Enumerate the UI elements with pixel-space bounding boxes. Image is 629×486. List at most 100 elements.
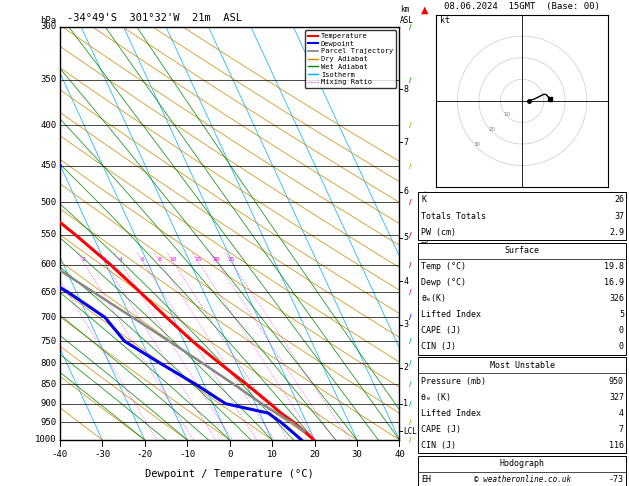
Text: /: / xyxy=(409,232,411,238)
Text: 25: 25 xyxy=(227,257,235,261)
Text: Temp (°C): Temp (°C) xyxy=(421,262,467,271)
Text: PW (cm): PW (cm) xyxy=(421,227,457,237)
Text: 850: 850 xyxy=(40,380,57,389)
Text: kt: kt xyxy=(440,16,450,25)
Text: 0: 0 xyxy=(227,450,232,459)
Text: /: / xyxy=(409,24,411,30)
Text: /: / xyxy=(409,199,411,205)
Text: /: / xyxy=(409,289,411,295)
Text: LCL: LCL xyxy=(403,427,418,436)
Text: 16.9: 16.9 xyxy=(604,278,624,287)
Text: 3: 3 xyxy=(403,320,408,329)
Text: 8: 8 xyxy=(403,85,408,94)
Text: /: / xyxy=(409,437,411,443)
Text: 1: 1 xyxy=(403,399,408,408)
Text: 2.9: 2.9 xyxy=(609,227,624,237)
Text: Pressure (mb): Pressure (mb) xyxy=(421,377,486,386)
Text: /: / xyxy=(409,381,411,387)
Text: ▲: ▲ xyxy=(421,5,429,15)
Text: /: / xyxy=(409,77,411,83)
Text: CAPE (J): CAPE (J) xyxy=(421,425,462,434)
Text: 4: 4 xyxy=(619,409,624,418)
Text: 326: 326 xyxy=(609,294,624,303)
Text: Dewp (°C): Dewp (°C) xyxy=(421,278,467,287)
Text: Totals Totals: Totals Totals xyxy=(421,211,486,221)
Text: Dewpoint / Temperature (°C): Dewpoint / Temperature (°C) xyxy=(145,469,314,479)
Text: -40: -40 xyxy=(52,450,68,459)
Text: Lifted Index: Lifted Index xyxy=(421,409,481,418)
Text: 30: 30 xyxy=(473,142,481,147)
Text: Surface: Surface xyxy=(504,246,540,255)
Text: 327: 327 xyxy=(609,393,624,402)
Text: Hodograph: Hodograph xyxy=(499,459,545,469)
Text: 0: 0 xyxy=(619,326,624,335)
Text: 6: 6 xyxy=(141,257,145,261)
Text: hPa: hPa xyxy=(40,16,57,25)
Text: 550: 550 xyxy=(40,230,57,239)
Text: 0: 0 xyxy=(619,342,624,351)
Text: km
ASL: km ASL xyxy=(400,5,414,25)
Text: 20: 20 xyxy=(213,257,220,261)
Text: 10: 10 xyxy=(503,112,511,117)
Text: -10: -10 xyxy=(179,450,195,459)
Text: /: / xyxy=(409,360,411,366)
Text: θₑ (K): θₑ (K) xyxy=(421,393,452,402)
Text: 8: 8 xyxy=(158,257,162,261)
Text: 700: 700 xyxy=(40,313,57,322)
Text: CIN (J): CIN (J) xyxy=(421,441,457,450)
Text: -20: -20 xyxy=(136,450,153,459)
Text: /: / xyxy=(409,122,411,128)
Text: 20: 20 xyxy=(309,450,320,459)
Text: -73: -73 xyxy=(609,475,624,485)
Text: 2: 2 xyxy=(81,257,85,261)
Text: 116: 116 xyxy=(609,441,624,450)
Text: K: K xyxy=(421,195,426,205)
Text: CIN (J): CIN (J) xyxy=(421,342,457,351)
Text: EH: EH xyxy=(421,475,431,485)
Text: 20: 20 xyxy=(488,127,496,132)
Text: 600: 600 xyxy=(40,260,57,269)
Text: 350: 350 xyxy=(40,75,57,84)
Text: /: / xyxy=(409,419,411,425)
Text: Mixing Ratio (g/kg): Mixing Ratio (g/kg) xyxy=(422,190,431,277)
Text: 08.06.2024  15GMT  (Base: 00): 08.06.2024 15GMT (Base: 00) xyxy=(444,2,600,12)
Text: 950: 950 xyxy=(40,418,57,427)
Text: 10: 10 xyxy=(169,257,177,261)
Text: 900: 900 xyxy=(40,399,57,408)
Text: 800: 800 xyxy=(40,359,57,368)
Text: 400: 400 xyxy=(40,121,57,130)
Text: 750: 750 xyxy=(40,337,57,346)
Text: 3: 3 xyxy=(103,257,106,261)
Text: -30: -30 xyxy=(94,450,110,459)
Text: 7: 7 xyxy=(619,425,624,434)
Text: 15: 15 xyxy=(194,257,202,261)
Text: 450: 450 xyxy=(40,161,57,171)
Text: /: / xyxy=(409,338,411,344)
Text: -34°49'S  301°32'W  21m  ASL: -34°49'S 301°32'W 21m ASL xyxy=(67,13,242,22)
Text: /: / xyxy=(409,314,411,320)
Text: 7: 7 xyxy=(403,138,408,147)
Text: 4: 4 xyxy=(403,277,408,286)
Text: 26: 26 xyxy=(614,195,624,205)
Text: 5: 5 xyxy=(403,233,408,243)
Text: © weatheronline.co.uk: © weatheronline.co.uk xyxy=(474,474,571,484)
Text: 4: 4 xyxy=(118,257,122,261)
Text: 650: 650 xyxy=(40,288,57,296)
Text: 10: 10 xyxy=(267,450,277,459)
Text: 30: 30 xyxy=(352,450,362,459)
Text: /: / xyxy=(409,400,411,407)
Text: CAPE (J): CAPE (J) xyxy=(421,326,462,335)
Legend: Temperature, Dewpoint, Parcel Trajectory, Dry Adiabat, Wet Adiabat, Isotherm, Mi: Temperature, Dewpoint, Parcel Trajectory… xyxy=(305,30,396,88)
Text: 19.8: 19.8 xyxy=(604,262,624,271)
Text: Lifted Index: Lifted Index xyxy=(421,310,481,319)
Text: 1000: 1000 xyxy=(35,435,57,444)
Text: 37: 37 xyxy=(614,211,624,221)
Text: /: / xyxy=(409,163,411,169)
Text: 5: 5 xyxy=(619,310,624,319)
Text: 2: 2 xyxy=(403,363,408,372)
Text: 300: 300 xyxy=(40,22,57,31)
Text: Most Unstable: Most Unstable xyxy=(489,361,555,370)
Text: /: / xyxy=(409,261,411,268)
Text: θₑ(K): θₑ(K) xyxy=(421,294,447,303)
Text: 6: 6 xyxy=(403,187,408,196)
